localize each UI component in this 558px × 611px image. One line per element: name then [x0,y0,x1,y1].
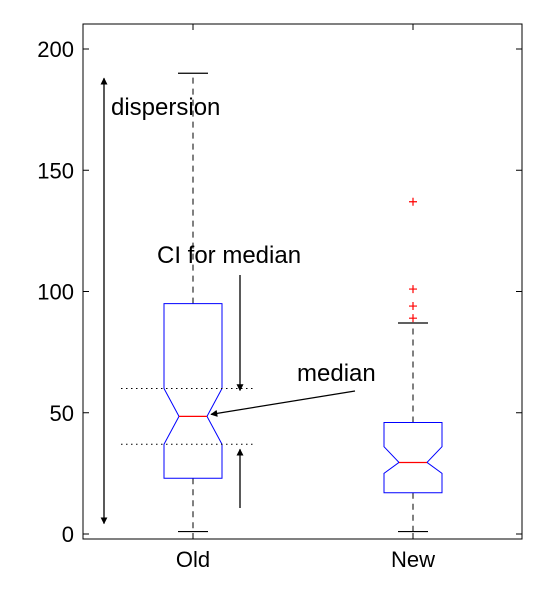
y-tick-label: 200 [37,37,74,62]
outlier-point [409,285,417,294]
box-series [163,72,443,533]
ci-for-median-label: CI for median [157,242,301,269]
box-old [163,72,223,533]
outlier-point [409,314,417,323]
y-axis: 0 50 100 150 200 [37,37,522,547]
dispersion-label: dispersion [111,94,220,121]
box-new [383,197,443,533]
median-arrow [210,390,356,417]
plot-area [82,23,523,540]
x-axis: Old New [176,24,435,572]
annotation-layer: dispersion CI for median median [100,77,376,525]
median-label: median [297,360,376,387]
x-tick-label: Old [176,547,210,572]
y-tick-label: 100 [37,280,74,305]
y-tick-label: 50 [50,401,74,426]
outlier-point [409,302,417,311]
outlier-point [409,197,417,206]
y-tick-label: 0 [62,522,74,547]
notched-box [163,303,223,479]
x-tick-label: New [391,547,435,572]
notched-box [383,421,443,494]
y-tick-label: 150 [37,158,74,183]
